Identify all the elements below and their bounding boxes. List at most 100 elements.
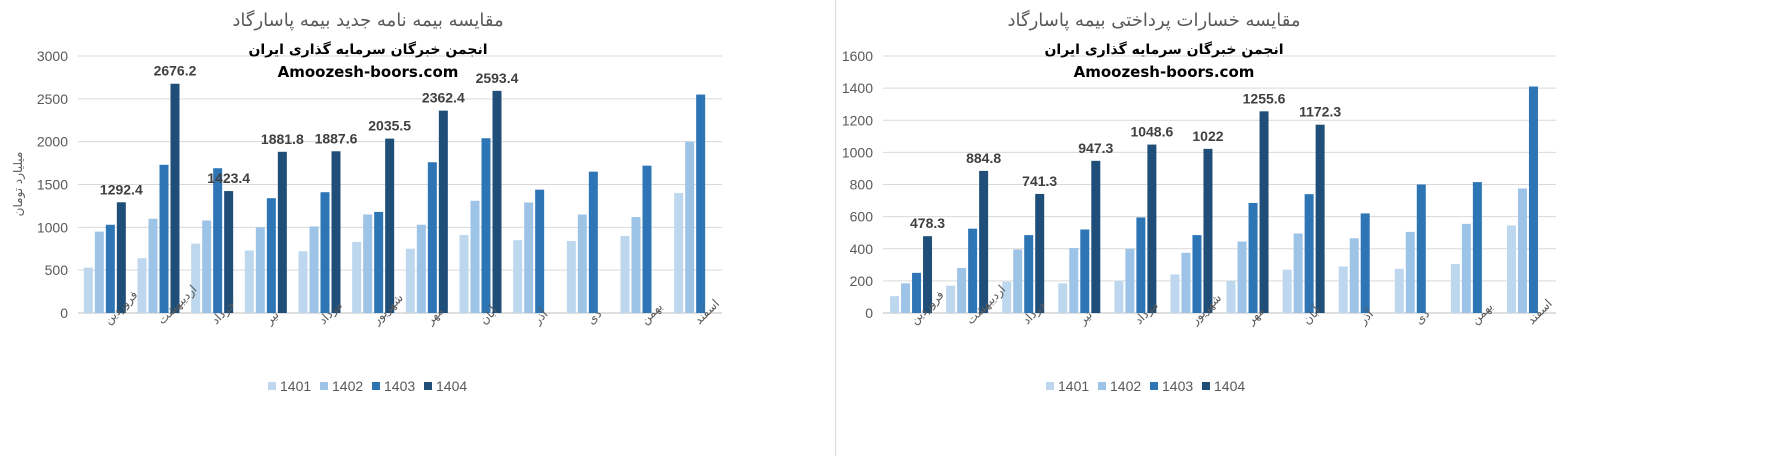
bar bbox=[331, 151, 341, 313]
y-axis-label: میلیارد تومان bbox=[11, 152, 26, 217]
bar bbox=[642, 165, 652, 313]
bar bbox=[1114, 280, 1124, 313]
bar bbox=[696, 94, 706, 313]
bar bbox=[1259, 111, 1269, 314]
legend-entry: 1403 bbox=[1162, 378, 1193, 394]
data-label: 1292.4 bbox=[100, 181, 143, 197]
bar bbox=[923, 236, 933, 313]
bar bbox=[1282, 269, 1292, 313]
bar bbox=[255, 227, 265, 313]
bar bbox=[1226, 280, 1236, 313]
bar bbox=[83, 267, 93, 313]
watermark-line: انجمن خبرگان سرمایه گذاری ایران bbox=[1044, 41, 1283, 58]
bar bbox=[1237, 241, 1247, 313]
bar bbox=[470, 200, 480, 313]
bar bbox=[1002, 281, 1012, 313]
legend-entry: 1404 bbox=[436, 378, 467, 394]
bar bbox=[1315, 124, 1325, 313]
bar bbox=[159, 164, 169, 313]
data-label: 1022 bbox=[1192, 128, 1223, 144]
bar bbox=[1181, 252, 1191, 313]
data-label: 2676.2 bbox=[154, 63, 197, 79]
bar bbox=[492, 90, 502, 314]
bar bbox=[116, 202, 126, 313]
bar bbox=[363, 214, 373, 313]
bar bbox=[1080, 229, 1090, 313]
bar bbox=[1170, 274, 1180, 313]
bar bbox=[957, 268, 967, 313]
bar bbox=[535, 189, 545, 313]
y-tick-label: 2000 bbox=[37, 134, 68, 150]
bar bbox=[968, 228, 978, 313]
bar bbox=[1125, 248, 1135, 313]
x-tick-label: دی bbox=[584, 307, 604, 327]
new-policies-chart: 0 500 1000 1500 2000 2500 3000 مقایسه بیمه نامه… bbox=[11, 9, 722, 394]
bar bbox=[1472, 182, 1482, 313]
y-tick-label: 500 bbox=[45, 262, 69, 278]
bar bbox=[513, 240, 523, 313]
x-tick-label: بهمن bbox=[1468, 300, 1496, 328]
bar bbox=[901, 283, 911, 313]
bar bbox=[213, 168, 223, 313]
legend-entry: 1404 bbox=[1214, 378, 1245, 394]
bar bbox=[1304, 194, 1314, 313]
bar bbox=[1035, 193, 1045, 313]
bar bbox=[320, 192, 330, 313]
bar bbox=[1091, 160, 1101, 313]
bar bbox=[352, 241, 362, 313]
data-label: 2362.4 bbox=[422, 90, 465, 106]
data-label: 1172.3 bbox=[1299, 104, 1341, 120]
bar bbox=[620, 235, 630, 313]
y-tick-label: 1000 bbox=[842, 144, 873, 160]
y-tick-label: 3000 bbox=[37, 48, 68, 64]
legend-entry: 1402 bbox=[332, 378, 363, 394]
bar bbox=[1058, 283, 1068, 313]
bar bbox=[1450, 264, 1460, 313]
bar bbox=[244, 250, 254, 313]
bar bbox=[1416, 184, 1426, 313]
bar bbox=[224, 191, 234, 313]
y-tick-label: 1200 bbox=[842, 112, 873, 128]
data-label: 947.3 bbox=[1078, 140, 1113, 156]
bar bbox=[1136, 217, 1146, 313]
bar bbox=[94, 231, 104, 313]
legend-swatch bbox=[1098, 382, 1106, 390]
y-tick-label: 0 bbox=[865, 305, 873, 321]
legend-entry: 1402 bbox=[1110, 378, 1141, 394]
bar bbox=[524, 202, 534, 313]
bar bbox=[1192, 235, 1202, 313]
x-tick-label: بهمن bbox=[638, 300, 666, 328]
x-tick-label: اسفند bbox=[691, 296, 722, 327]
bar bbox=[1203, 148, 1213, 313]
bar bbox=[170, 83, 180, 314]
data-label: 741.3 bbox=[1022, 173, 1057, 189]
bar bbox=[277, 151, 287, 313]
legend-swatch bbox=[1202, 382, 1210, 390]
watermark-line: انجمن خبرگان سرمایه گذاری ایران bbox=[248, 41, 487, 58]
data-label: 1881.8 bbox=[261, 131, 304, 147]
chart-divider bbox=[835, 0, 836, 456]
bar bbox=[1360, 213, 1370, 313]
bar bbox=[1013, 249, 1023, 313]
legend-entry: 1401 bbox=[280, 378, 311, 394]
x-tick-label: اسفند bbox=[1524, 296, 1555, 327]
bar bbox=[979, 170, 989, 313]
data-label: 2035.5 bbox=[368, 118, 411, 134]
bar bbox=[405, 248, 415, 313]
bar bbox=[459, 235, 469, 313]
bar bbox=[685, 141, 695, 313]
bar bbox=[148, 218, 158, 313]
bar bbox=[202, 220, 212, 313]
data-label: 1255.6 bbox=[1243, 90, 1286, 106]
y-tick-label: 1600 bbox=[842, 48, 873, 64]
bar bbox=[631, 217, 641, 313]
bar bbox=[416, 224, 426, 313]
watermark-url: Amoozesh-boors.com bbox=[278, 63, 459, 81]
legend-swatch bbox=[1046, 382, 1054, 390]
data-label: 884.8 bbox=[966, 150, 1001, 166]
y-tick-label: 1500 bbox=[37, 177, 68, 193]
y-tick-label: 400 bbox=[850, 241, 874, 257]
legend-swatch bbox=[268, 382, 276, 390]
bar bbox=[105, 224, 115, 313]
bar bbox=[298, 251, 308, 313]
